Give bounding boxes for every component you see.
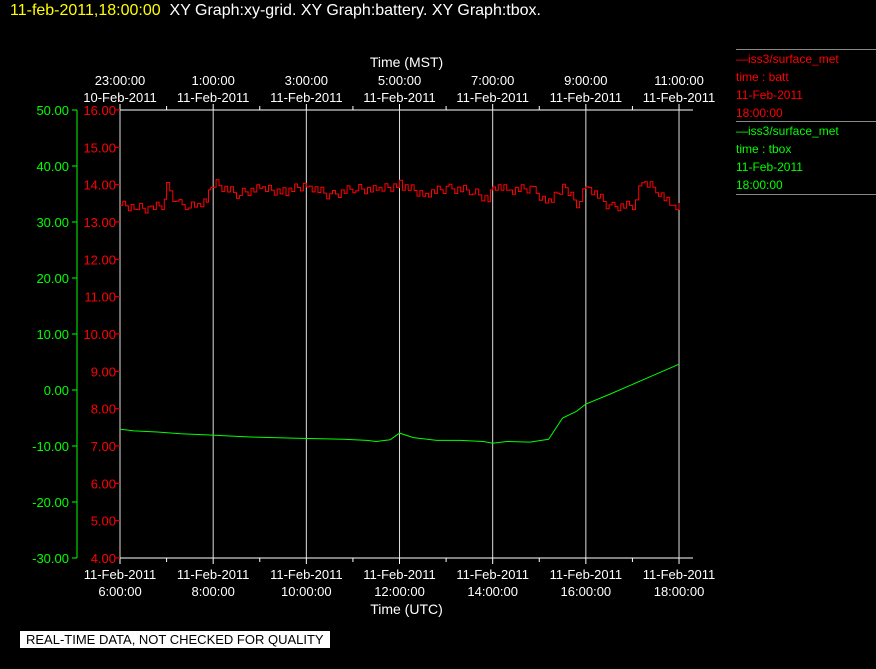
x-tick-time: 8:00:00 (191, 584, 234, 599)
green-y-tick-label: 40.00 (36, 159, 69, 174)
red-y-tick-label: 12.00 (83, 252, 116, 267)
legend-date: 11-Feb-2011 (736, 88, 803, 102)
red-y-tick-label: 9.00 (91, 364, 116, 379)
green-y-tick-label: -30.00 (32, 551, 69, 566)
green-y-tick-label: 0.00 (44, 383, 69, 398)
header-timestamp: 11-feb-2011,18:00:00 (10, 2, 161, 19)
green-y-tick-label: 30.00 (36, 215, 69, 230)
legend-entry-batt[interactable]: —iss3/surface_met time : batt 11-Feb-201… (736, 50, 876, 122)
green-y-tick-label: 10.00 (36, 327, 69, 342)
top-tick-time: 7:00:00 (471, 73, 514, 88)
green-y-tick-label: -10.00 (32, 439, 69, 454)
legend-divider (736, 194, 876, 195)
top-tick-date: 11-Feb-2011 (456, 90, 529, 105)
x-axis-label-utc: Time (UTC) (370, 601, 443, 617)
legend-time: 18:00:00 (736, 106, 783, 120)
red-y-tick-label: 8.00 (91, 402, 116, 417)
top-tick-time: 11:00:00 (654, 73, 704, 88)
legend-date: 11-Feb-2011 (736, 160, 803, 174)
legend-divider (736, 121, 876, 122)
legend-label: time : batt (736, 70, 789, 84)
green-y-tick-label: -20.00 (32, 495, 69, 510)
x-axis-label-mst: Time (MST) (370, 54, 443, 70)
top-tick-time: 1:00:00 (191, 73, 234, 88)
top-tick-date: 11-Feb-2011 (177, 90, 250, 105)
legend-time: 18:00:00 (736, 178, 783, 192)
legend-divider (736, 49, 876, 50)
x-tick-date: 11-Feb-2011 (84, 567, 157, 582)
red-y-tick-label: 13.00 (83, 215, 116, 230)
red-y-tick-label: 10.00 (83, 327, 116, 342)
red-y-tick-label: 7.00 (91, 439, 116, 454)
top-tick-time: 3:00:00 (285, 73, 328, 88)
red-y-tick-label: 6.00 (91, 476, 116, 491)
green-y-tick-label: 50.00 (36, 103, 69, 118)
series-line-tbox (119, 363, 680, 444)
header-titles: XY Graph:xy-grid. XY Graph:battery. XY G… (169, 2, 541, 19)
red-y-tick-label: 11.00 (84, 290, 116, 305)
red-y-tick-label: 4.00 (91, 551, 116, 566)
top-tick-date: 11-Feb-2011 (270, 90, 343, 105)
red-y-tick-label: 14.00 (83, 178, 116, 193)
red-y-tick-label: 15.00 (83, 140, 116, 155)
series-line-batt (120, 179, 680, 214)
x-tick-time: 14:00:00 (467, 584, 518, 599)
x-tick-time: 6:00:00 (98, 584, 141, 599)
x-tick-date: 11-Feb-2011 (456, 567, 529, 582)
graph-header: 11-feb-2011,18:00:00 XY Graph:xy-grid. X… (10, 2, 541, 20)
top-tick-time: 9:00:00 (564, 73, 607, 88)
top-tick-time: 23:00:00 (95, 73, 146, 88)
x-tick-date: 11-Feb-2011 (643, 567, 716, 582)
top-tick-date: 11-Feb-2011 (550, 90, 623, 105)
quality-disclaimer: REAL-TIME DATA, NOT CHECKED FOR QUALITY (20, 631, 330, 648)
legend-label: time : tbox (736, 142, 792, 156)
top-tick-date: 10-Feb-2011 (83, 90, 156, 105)
legend-entry-tbox[interactable]: —iss3/surface_met time : tbox 11-Feb-201… (736, 122, 876, 194)
red-y-tick-label: 16.00 (83, 103, 116, 118)
x-tick-time: 16:00:00 (561, 584, 612, 599)
x-tick-date: 11-Feb-2011 (363, 567, 436, 582)
legend-dataset: —iss3/surface_met (736, 52, 839, 66)
top-tick-date: 11-Feb-2011 (363, 90, 436, 105)
x-tick-date: 11-Feb-2011 (270, 567, 343, 582)
top-tick-time: 5:00:00 (378, 73, 421, 88)
x-tick-date: 11-Feb-2011 (177, 567, 250, 582)
legend-dataset: —iss3/surface_met (736, 124, 839, 138)
top-tick-date: 11-Feb-2011 (643, 90, 716, 105)
x-tick-time: 10:00:00 (281, 584, 332, 599)
x-tick-time: 12:00:00 (374, 584, 425, 599)
x-tick-date: 11-Feb-2011 (550, 567, 623, 582)
green-y-tick-label: 20.00 (36, 271, 69, 286)
x-tick-time: 18:00:00 (654, 584, 705, 599)
red-y-tick-label: 5.00 (91, 514, 116, 529)
